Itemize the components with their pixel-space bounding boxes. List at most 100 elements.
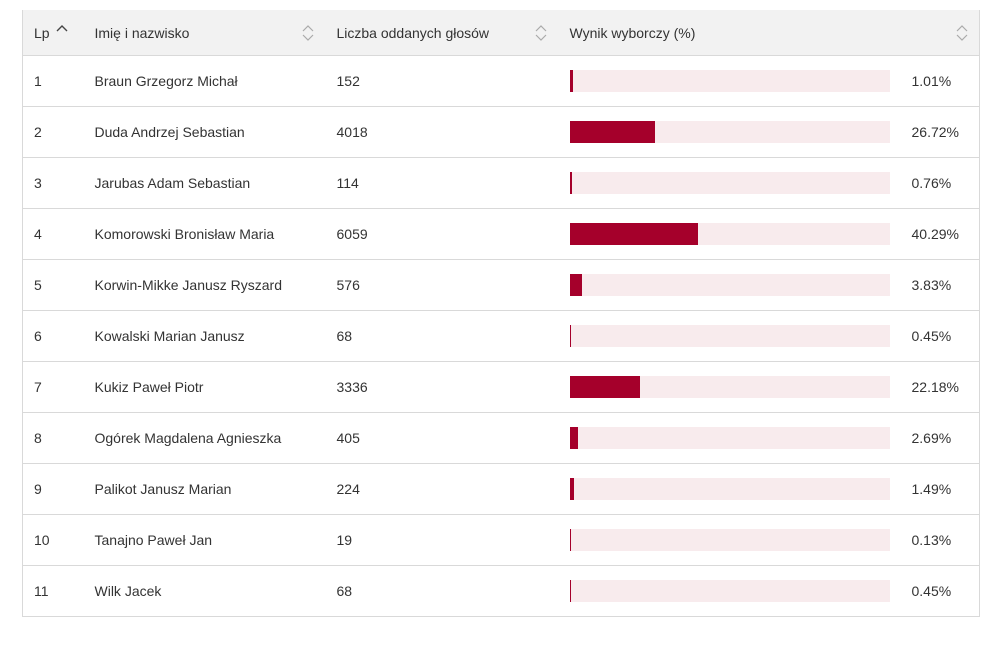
table-header: Lp Imię i nazwisko: [22, 10, 980, 56]
cell-votes: 6059: [336, 226, 368, 242]
table-row: 6 Kowalski Marian Janusz 68 0.45%: [22, 311, 980, 362]
result-bar-track: [569, 223, 890, 245]
sort-both-icon[interactable]: [302, 24, 314, 42]
result-bar-track: [569, 478, 890, 500]
result-bar-fill: [569, 70, 573, 92]
cell-votes: 3336: [336, 379, 368, 395]
result-percent: 3.83%: [911, 277, 952, 293]
cell-lp: 1: [34, 73, 42, 89]
result-percent: 26.72%: [911, 124, 959, 140]
table-row: 11 Wilk Jacek 68 0.45%: [22, 566, 980, 617]
cell-candidate-name: Jarubas Adam Sebastian: [94, 175, 251, 191]
result-bar-track: [569, 325, 890, 347]
header-lp-label: Lp: [34, 24, 50, 41]
result-bar-track: [569, 274, 890, 296]
header-name[interactable]: Imię i nazwisko: [94, 10, 337, 56]
header-votes-label: Liczba oddanych głosów: [336, 24, 490, 41]
header-lp[interactable]: Lp: [22, 10, 95, 56]
cell-votes: 4018: [336, 124, 368, 140]
cell-candidate-name: Kowalski Marian Janusz: [94, 328, 245, 344]
cell-result: 0.76%: [569, 158, 980, 209]
sort-ascending-icon[interactable]: [56, 23, 68, 33]
cell-candidate-name: Duda Andrzej Sebastian: [94, 124, 245, 140]
cell-candidate-name: Komorowski Bronisław Maria: [94, 226, 275, 242]
result-bar-track: [569, 121, 890, 143]
result-bar-fill: [569, 274, 582, 296]
header-name-label: Imię i nazwisko: [94, 24, 190, 41]
sort-both-icon[interactable]: [956, 24, 968, 42]
election-results-table: Lp Imię i nazwisko: [22, 10, 980, 617]
table-row: 3 Jarubas Adam Sebastian 114 0.76%: [22, 158, 980, 209]
table-row: 2 Duda Andrzej Sebastian 4018 26.72%: [22, 107, 980, 158]
result-bar-fill: [569, 223, 699, 245]
table-row: 7 Kukiz Paweł Piotr 3336 22.18%: [22, 362, 980, 413]
cell-candidate-name: Wilk Jacek: [94, 583, 162, 599]
result-bar-fill: [569, 172, 572, 194]
result-bar-fill: [569, 427, 579, 449]
cell-lp: 10: [34, 532, 50, 548]
result-percent: 0.13%: [911, 532, 952, 548]
sort-both-icon[interactable]: [535, 24, 547, 42]
result-bar-fill: [569, 325, 571, 347]
cell-lp: 8: [34, 430, 42, 446]
cell-lp: 6: [34, 328, 42, 344]
result-bar-fill: [569, 376, 641, 398]
result-bar-fill: [569, 529, 571, 551]
cell-candidate-name: Braun Grzegorz Michał: [94, 73, 238, 89]
cell-candidate-name: Ogórek Magdalena Agnieszka: [94, 430, 282, 446]
table-row: 9 Palikot Janusz Marian 224 1.49%: [22, 464, 980, 515]
cell-votes: 405: [336, 430, 360, 446]
result-bar-track: [569, 580, 890, 602]
result-percent: 0.76%: [911, 175, 952, 191]
result-bar-track: [569, 427, 890, 449]
result-bar-fill: [569, 121, 655, 143]
result-bar-track: [569, 529, 890, 551]
table-row: 4 Komorowski Bronisław Maria 6059 40.29%: [22, 209, 980, 260]
result-bar-fill: [569, 580, 571, 602]
result-percent: 1.01%: [911, 73, 952, 89]
results-table-container: Lp Imię i nazwisko: [22, 10, 980, 617]
header-votes[interactable]: Liczba oddanych głosów: [336, 10, 570, 56]
cell-lp: 11: [34, 583, 49, 599]
result-bar-fill: [569, 478, 575, 500]
cell-result: 0.45%: [569, 311, 980, 362]
header-result[interactable]: Wynik wyborczy (%): [569, 10, 980, 56]
result-percent: 1.49%: [911, 481, 952, 497]
cell-result: 22.18%: [569, 362, 980, 413]
result-bar-track: [569, 376, 890, 398]
cell-votes: 114: [336, 175, 359, 191]
result-percent: 0.45%: [911, 583, 952, 599]
result-percent: 40.29%: [911, 226, 959, 242]
result-bar-track: [569, 70, 890, 92]
cell-result: 3.83%: [569, 260, 980, 311]
cell-lp: 3: [34, 175, 42, 191]
cell-votes: 224: [336, 481, 360, 497]
cell-candidate-name: Palikot Janusz Marian: [94, 481, 232, 497]
cell-candidate-name: Kukiz Paweł Piotr: [94, 379, 204, 395]
table-row: 8 Ogórek Magdalena Agnieszka 405 2.69%: [22, 413, 980, 464]
result-percent: 22.18%: [911, 379, 959, 395]
table-body: 1 Braun Grzegorz Michał 152 1.01% 2 Duda Andr…: [22, 56, 980, 617]
cell-lp: 7: [34, 379, 42, 395]
result-percent: 2.69%: [911, 430, 952, 446]
cell-result: 0.45%: [569, 566, 980, 617]
header-row: Lp Imię i nazwisko: [22, 10, 980, 56]
cell-result: 1.49%: [569, 464, 980, 515]
result-bar-track: [569, 172, 890, 194]
cell-result: 0.13%: [569, 515, 980, 566]
cell-lp: 9: [34, 481, 42, 497]
cell-lp: 4: [34, 226, 42, 242]
cell-votes: 152: [336, 73, 360, 89]
cell-votes: 19: [336, 532, 353, 548]
cell-votes: 68: [336, 583, 353, 599]
table-row: 1 Braun Grzegorz Michał 152 1.01%: [22, 56, 980, 107]
cell-result: 2.69%: [569, 413, 980, 464]
cell-result: 40.29%: [569, 209, 980, 260]
header-result-label: Wynik wyborczy (%): [569, 24, 696, 41]
cell-result: 1.01%: [569, 56, 980, 107]
table-row: 5 Korwin-Mikke Janusz Ryszard 576 3.83%: [22, 260, 980, 311]
cell-candidate-name: Korwin-Mikke Janusz Ryszard: [94, 277, 283, 293]
table-row: 10 Tanajno Paweł Jan 19 0.13%: [22, 515, 980, 566]
result-percent: 0.45%: [911, 328, 952, 344]
cell-votes: 576: [336, 277, 360, 293]
